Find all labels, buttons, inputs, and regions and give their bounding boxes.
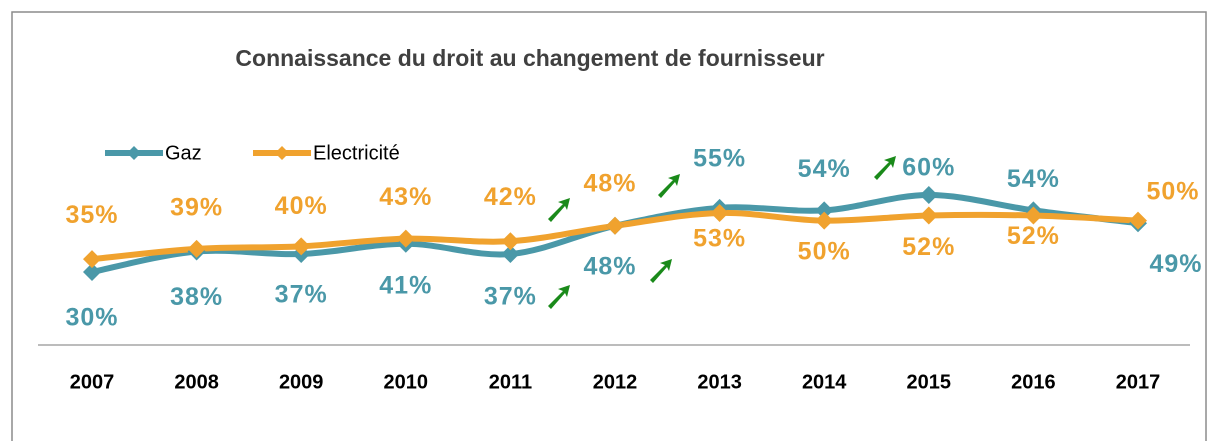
data-label: 37%	[484, 283, 537, 311]
marker	[1024, 206, 1043, 225]
significance-arrows	[548, 156, 896, 309]
data-label: 54%	[1007, 165, 1060, 193]
x-tick-label: 2011	[489, 371, 532, 393]
marker	[606, 216, 624, 235]
x-tick-label: 2009	[279, 371, 324, 393]
data-label: 49%	[1149, 250, 1202, 278]
marker	[292, 237, 311, 256]
legend-marker	[275, 146, 289, 160]
legend-label: Electricité	[313, 142, 400, 164]
legend-label: Gaz	[165, 142, 202, 164]
data-label: 43%	[379, 183, 432, 211]
x-tick-label: 2010	[384, 371, 429, 393]
marker	[815, 211, 834, 230]
data-label: 40%	[275, 192, 328, 220]
marker	[919, 206, 938, 225]
marker	[501, 232, 520, 251]
data-label: 30%	[65, 304, 118, 332]
data-label: 37%	[275, 281, 328, 309]
data-label: 55%	[693, 144, 746, 172]
marker	[396, 229, 415, 248]
data-label: 41%	[379, 271, 432, 299]
data-label: 50%	[1146, 177, 1199, 205]
arrow	[548, 198, 570, 222]
x-tick-label: 2014	[802, 371, 847, 393]
x-tick-label: 2015	[907, 371, 952, 393]
x-tick-label: 2017	[1116, 371, 1161, 393]
data-label: 52%	[902, 233, 955, 261]
arrow	[650, 259, 672, 283]
chart-title: Connaissance du droit au changement de f…	[235, 45, 824, 71]
data-label: 39%	[170, 194, 223, 222]
data-label: 35%	[65, 201, 118, 229]
data-label: 52%	[1007, 222, 1060, 250]
x-tick-label: 2016	[1011, 371, 1056, 393]
data-label: 48%	[583, 169, 636, 197]
arrow	[548, 285, 570, 309]
data-label: 53%	[693, 225, 746, 253]
x-tick-label: 2012	[593, 371, 638, 393]
marker	[187, 239, 206, 258]
marker	[83, 263, 101, 281]
x-tick-label: 2007	[70, 371, 115, 393]
arrow	[658, 174, 680, 198]
x-tick-label: 2013	[697, 371, 742, 393]
data-label: 54%	[798, 155, 851, 183]
x-tick-label: 2008	[174, 371, 219, 393]
data-label: 42%	[484, 183, 537, 211]
marker	[501, 245, 520, 264]
marker	[815, 201, 834, 220]
data-label: 60%	[902, 154, 955, 182]
marker	[710, 203, 729, 222]
data-label: 48%	[583, 252, 636, 280]
arrow	[874, 156, 896, 180]
marker	[919, 186, 938, 204]
data-label: 38%	[170, 283, 223, 311]
legend-marker	[127, 146, 141, 160]
marker	[83, 250, 101, 269]
data-label: 50%	[798, 237, 851, 265]
marker	[1129, 211, 1147, 230]
